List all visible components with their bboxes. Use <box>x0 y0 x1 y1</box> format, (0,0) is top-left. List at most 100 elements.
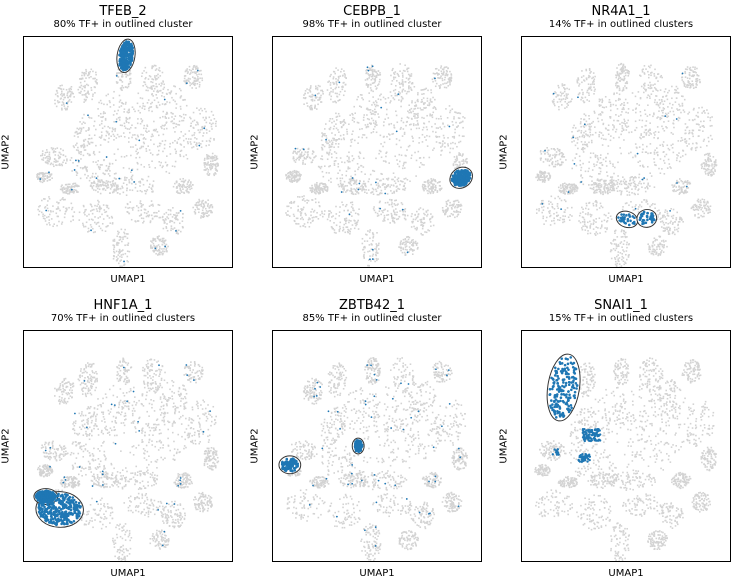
cell-point <box>155 104 158 107</box>
cell-point <box>416 120 419 122</box>
cell-point <box>373 81 376 84</box>
cell-point <box>79 166 82 169</box>
cell-point <box>134 110 136 113</box>
cell-point <box>82 154 85 157</box>
cell-point <box>175 215 177 218</box>
cell-point <box>402 83 404 85</box>
cell-point <box>102 181 105 184</box>
cell-point <box>140 163 143 166</box>
cell-point <box>617 77 620 80</box>
cell-point <box>370 75 373 78</box>
cell-point <box>195 202 198 204</box>
cell-point <box>136 220 139 222</box>
cell-point <box>147 145 149 147</box>
cell-point <box>398 188 401 190</box>
cell-point <box>70 187 72 190</box>
cell-point <box>314 95 317 98</box>
cell-point <box>148 107 150 110</box>
cell-point <box>308 217 310 219</box>
cell-point <box>147 175 150 178</box>
cell-point <box>563 86 565 89</box>
cell-point <box>353 227 356 230</box>
cell-point <box>286 176 289 178</box>
cell-point <box>414 113 417 115</box>
cell-point <box>423 102 425 105</box>
cell-point <box>290 180 292 183</box>
cell-point <box>290 207 292 209</box>
cell-point <box>293 180 296 182</box>
cell-point <box>390 74 392 77</box>
cell-point <box>120 72 123 74</box>
cell-point <box>163 147 166 150</box>
cell-point <box>434 98 436 101</box>
cell-point <box>364 173 366 176</box>
cell-point <box>160 95 163 97</box>
cell-point <box>368 250 371 252</box>
cell-point <box>118 106 121 108</box>
cell-point <box>163 248 165 250</box>
cell-point <box>451 203 454 206</box>
cell-point <box>454 161 457 163</box>
cell-point <box>453 210 455 213</box>
cell-point <box>376 212 379 215</box>
cell-point <box>401 251 404 254</box>
cell-point <box>98 124 101 126</box>
cell-point <box>411 221 414 224</box>
cell-point <box>80 84 83 87</box>
cell-point <box>333 125 336 128</box>
cell-point <box>41 172 44 174</box>
cell-point <box>52 210 54 213</box>
cell-point <box>80 158 82 160</box>
tf-point <box>371 248 374 251</box>
cell-point <box>441 207 444 209</box>
cell-point <box>370 66 373 69</box>
cell-point <box>75 190 78 192</box>
cell-point <box>83 143 85 146</box>
cell-point <box>201 128 203 131</box>
cell-point <box>213 159 216 162</box>
cell-point <box>55 160 58 163</box>
cell-point <box>186 68 189 70</box>
cell-point <box>120 250 123 252</box>
cell-point <box>335 119 338 121</box>
cell-point <box>422 126 425 129</box>
cell-point <box>412 124 415 127</box>
cell-point <box>344 122 347 124</box>
cell-point <box>140 209 143 212</box>
cell-point <box>143 220 145 223</box>
cell-point <box>375 101 378 104</box>
cell-point <box>95 128 97 131</box>
cell-point <box>648 95 651 98</box>
cell-point <box>306 88 308 90</box>
cell-point <box>154 76 156 79</box>
cell-point <box>379 186 382 188</box>
cell-point <box>346 128 348 131</box>
cell-point <box>154 64 157 67</box>
cell-point <box>434 184 437 187</box>
cell-point <box>365 233 367 236</box>
cell-point <box>205 110 207 113</box>
cell-point <box>293 220 296 223</box>
cell-point <box>291 181 294 183</box>
cell-point <box>651 244 654 247</box>
cell-point <box>386 193 389 195</box>
cell-point <box>372 128 375 130</box>
cell-point <box>92 219 94 221</box>
cell-point <box>385 185 388 187</box>
cell-point <box>175 216 177 219</box>
cell-point <box>589 225 592 228</box>
cell-point <box>456 145 458 148</box>
cell-point <box>414 151 416 154</box>
cell-point <box>411 220 413 223</box>
cell-point <box>402 210 404 213</box>
cell-point <box>126 189 128 192</box>
cell-point <box>163 86 166 89</box>
cell-point <box>320 89 322 92</box>
cell-point <box>352 207 354 210</box>
cell-point <box>97 221 100 224</box>
tf-point <box>163 98 166 101</box>
cell-point <box>565 96 568 99</box>
cell-point <box>614 230 616 233</box>
cell-point <box>369 108 372 111</box>
cell-point <box>88 134 91 137</box>
